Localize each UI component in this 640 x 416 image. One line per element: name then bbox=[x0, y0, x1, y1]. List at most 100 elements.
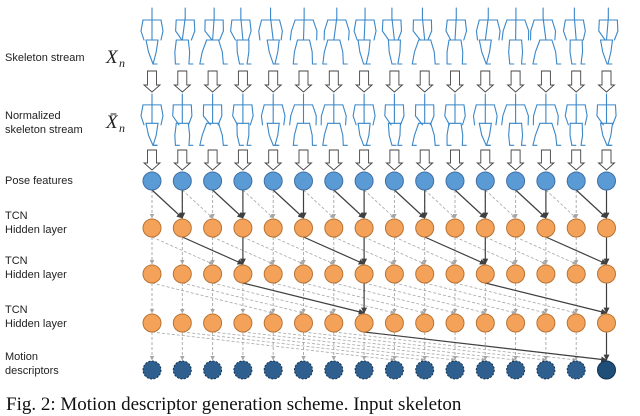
label-tcn1-line1: TCN bbox=[5, 210, 28, 222]
label-skeleton-stream: Skeleton stream bbox=[5, 52, 84, 64]
skeleton-figure bbox=[445, 94, 467, 145]
dashed-edge-diagonal bbox=[152, 332, 394, 360]
block-arrow bbox=[417, 150, 433, 170]
label-tcn1-line2: Hidden layer bbox=[5, 224, 67, 236]
tcn-hidden-node bbox=[446, 265, 464, 283]
skeleton-figure bbox=[200, 8, 228, 64]
block-arrow bbox=[235, 150, 251, 170]
skeleton-figure bbox=[323, 8, 349, 64]
block-arrow bbox=[144, 150, 160, 170]
tcn-hidden-node bbox=[476, 219, 494, 237]
tcn-hidden-node bbox=[173, 265, 191, 283]
tcn-hidden-node bbox=[143, 219, 161, 237]
tcn-hidden-node bbox=[598, 314, 616, 332]
skeleton-figure bbox=[533, 94, 561, 145]
tcn-hidden-node bbox=[264, 314, 282, 332]
tcn-hidden-node bbox=[476, 265, 494, 283]
active-edge bbox=[364, 332, 606, 360]
label-tcn3-line2: Hidden layer bbox=[5, 318, 67, 330]
tcn-hidden-node bbox=[385, 219, 403, 237]
dashed-edge-diagonal bbox=[304, 332, 546, 360]
tcn-hidden-node bbox=[507, 265, 525, 283]
skeleton-figure bbox=[385, 94, 404, 145]
tcn-hidden-node bbox=[567, 314, 585, 332]
skeleton-figure bbox=[233, 94, 253, 145]
block-arrow bbox=[205, 71, 221, 92]
block-arrow bbox=[265, 150, 281, 170]
skeleton-figure bbox=[412, 8, 439, 64]
dashed-edge-diagonal bbox=[304, 190, 334, 218]
tcn-hidden-node bbox=[567, 219, 585, 237]
block-arrow bbox=[508, 71, 524, 92]
block-arrow bbox=[205, 150, 221, 170]
tcn-hidden-node bbox=[295, 265, 313, 283]
block-arrow bbox=[296, 71, 312, 92]
block-arrow bbox=[174, 71, 190, 92]
skeleton-figure bbox=[382, 8, 402, 64]
tcn-hidden-node bbox=[355, 314, 373, 332]
tcn-hidden-node bbox=[567, 265, 585, 283]
block-arrow bbox=[508, 150, 524, 170]
block-arrow bbox=[326, 71, 342, 92]
tcn-hidden-node bbox=[446, 314, 464, 332]
tcn-hidden-node bbox=[598, 265, 616, 283]
motion-descriptor-node bbox=[476, 361, 494, 379]
tcn-hidden-node bbox=[234, 314, 252, 332]
tcn-hidden-node bbox=[537, 219, 555, 237]
pose-feature-node bbox=[295, 172, 313, 190]
block-arrow bbox=[447, 150, 463, 170]
skeleton-figure bbox=[353, 94, 375, 145]
motion-descriptor-node bbox=[325, 361, 343, 379]
skeleton-figure bbox=[290, 8, 317, 64]
dashed-edge-diagonal bbox=[425, 190, 455, 218]
motion-descriptor-node bbox=[234, 361, 252, 379]
tcn-hidden-node bbox=[416, 314, 434, 332]
skeleton-figure bbox=[261, 94, 285, 145]
block-arrow bbox=[296, 150, 312, 170]
skeleton-figure bbox=[599, 8, 618, 64]
final-motion-descriptor-node bbox=[598, 361, 616, 379]
tcn-hidden-node bbox=[173, 219, 191, 237]
block-arrow bbox=[356, 71, 372, 92]
skeleton-figure bbox=[321, 94, 347, 145]
dashed-edge-diagonal bbox=[334, 332, 576, 360]
pose-feature-node bbox=[234, 172, 252, 190]
tcn-hidden-node bbox=[264, 219, 282, 237]
tcn-hidden-node bbox=[264, 265, 282, 283]
tcn-hidden-node bbox=[325, 265, 343, 283]
active-edge bbox=[455, 190, 485, 218]
motion-descriptor-node bbox=[264, 361, 282, 379]
block-arrow bbox=[447, 71, 463, 92]
pose-feature-node bbox=[507, 172, 525, 190]
tcn-hidden-node bbox=[204, 314, 222, 332]
skeleton-figure bbox=[563, 8, 585, 64]
pose-feature-node bbox=[143, 172, 161, 190]
math-x-subscript: n bbox=[119, 56, 125, 70]
label-pose-features: Pose features bbox=[5, 175, 73, 187]
block-arrow bbox=[326, 150, 342, 170]
motion-descriptor-node bbox=[355, 361, 373, 379]
skeleton-figure bbox=[200, 94, 228, 145]
motion-descriptor-node bbox=[416, 361, 434, 379]
tcn-hidden-node bbox=[446, 219, 464, 237]
active-edge bbox=[152, 190, 182, 218]
dashed-edge-diagonal bbox=[182, 190, 212, 218]
pose-feature-node bbox=[173, 172, 191, 190]
tcn-hidden-node bbox=[295, 314, 313, 332]
tcn-hidden-node bbox=[537, 314, 555, 332]
block-arrow bbox=[386, 150, 402, 170]
tcn-hidden-node bbox=[416, 219, 434, 237]
tcn-hidden-node bbox=[234, 265, 252, 283]
motion-descriptor-node bbox=[446, 361, 464, 379]
tcn-hidden-node bbox=[295, 219, 313, 237]
pose-feature-node bbox=[416, 172, 434, 190]
label-tcn2-line1: TCN bbox=[5, 255, 28, 267]
skeleton-figure bbox=[502, 8, 529, 64]
skeleton-figure bbox=[141, 8, 163, 64]
tcn-hidden-node bbox=[173, 314, 191, 332]
label-normalized-line2: skeleton stream bbox=[5, 124, 83, 136]
block-arrow bbox=[265, 71, 281, 92]
stream-arrows bbox=[144, 71, 615, 170]
skeleton-figure bbox=[473, 94, 497, 145]
